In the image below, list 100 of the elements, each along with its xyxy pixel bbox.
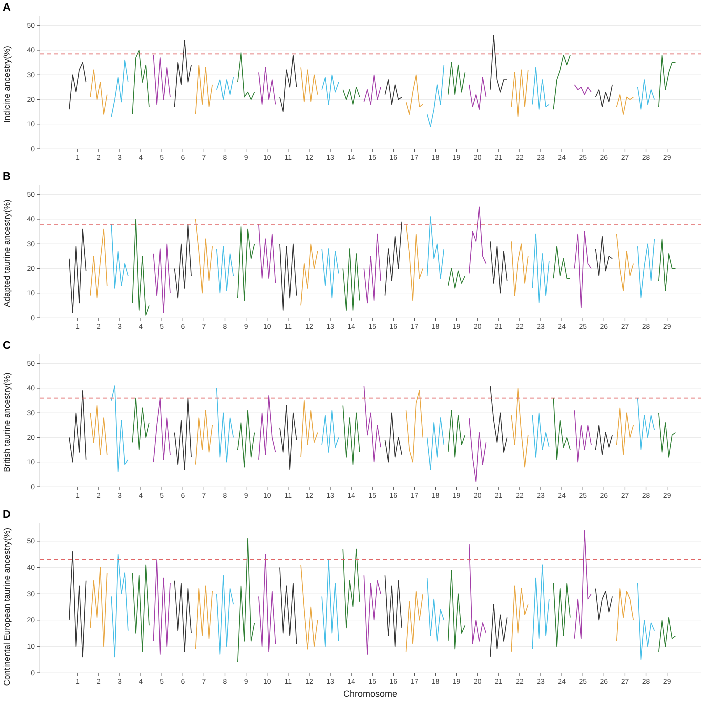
line-series xyxy=(153,398,171,463)
line-series xyxy=(553,583,571,648)
line-series xyxy=(364,575,382,655)
line-series xyxy=(280,55,298,112)
line-series xyxy=(658,412,676,458)
line-series xyxy=(258,224,276,284)
line-series xyxy=(511,586,529,652)
line-series xyxy=(448,410,466,458)
line-series xyxy=(195,410,214,466)
line-series xyxy=(553,55,571,110)
line-series xyxy=(174,580,192,652)
line-series xyxy=(532,564,550,650)
line-series xyxy=(300,67,318,103)
line-series xyxy=(111,554,129,658)
line-series xyxy=(616,234,634,292)
line-series xyxy=(511,388,529,468)
line-series xyxy=(280,405,298,470)
chart-title: B xyxy=(3,171,11,183)
line-series xyxy=(342,405,360,466)
line-series xyxy=(111,224,129,289)
line-series xyxy=(574,410,592,463)
line-series xyxy=(426,578,445,642)
line-series xyxy=(637,80,656,110)
line-series xyxy=(364,386,382,463)
line-series xyxy=(384,80,402,106)
line-series xyxy=(406,390,424,463)
line-series xyxy=(406,74,424,115)
line-series xyxy=(342,87,360,106)
line-series xyxy=(511,70,529,118)
line-series xyxy=(384,575,402,648)
line-series xyxy=(69,390,87,463)
line-series xyxy=(426,418,445,470)
x-axis-title: Chromosome xyxy=(343,689,398,699)
line-series xyxy=(384,222,402,296)
line-series xyxy=(322,410,340,453)
line-series xyxy=(553,246,571,279)
line-series xyxy=(490,241,508,294)
line-series xyxy=(132,50,150,115)
line-series xyxy=(153,559,171,655)
line-series xyxy=(90,405,108,456)
line-series xyxy=(174,224,192,299)
line-series xyxy=(195,586,214,650)
line-series xyxy=(258,395,276,460)
line-series xyxy=(132,564,150,652)
line-series xyxy=(532,234,550,304)
line-series xyxy=(490,35,508,93)
line-series xyxy=(322,74,340,106)
line-series xyxy=(469,544,487,644)
line-series xyxy=(448,62,466,96)
line-series xyxy=(216,246,234,294)
chart-title: A xyxy=(3,2,11,14)
line-series xyxy=(280,567,298,644)
line-series xyxy=(258,67,276,106)
line-series xyxy=(132,219,150,316)
line-series xyxy=(364,234,382,304)
line-series xyxy=(69,228,87,314)
line-series xyxy=(406,224,424,302)
line-series xyxy=(595,236,613,277)
line-series xyxy=(216,388,234,463)
line-series xyxy=(322,559,340,648)
line-series xyxy=(658,238,676,292)
line-series xyxy=(342,248,360,312)
line-series xyxy=(574,231,592,309)
line-series xyxy=(364,74,382,106)
line-series xyxy=(658,617,676,652)
line-series xyxy=(595,588,613,621)
chart-title: C xyxy=(3,340,11,352)
line-series xyxy=(195,64,214,115)
line-series xyxy=(511,241,529,296)
line-series xyxy=(658,55,676,108)
line-series xyxy=(237,410,256,468)
line-series xyxy=(426,216,445,279)
line-series xyxy=(574,84,592,96)
line-series xyxy=(153,244,171,314)
y-axis-title: Continental European taurine ancestry(%) xyxy=(2,528,12,686)
line-series xyxy=(490,386,508,453)
line-series xyxy=(174,40,192,108)
line-series xyxy=(237,52,256,100)
line-series xyxy=(406,591,424,652)
line-series xyxy=(258,554,276,652)
line-series xyxy=(174,398,192,470)
line-series xyxy=(595,425,613,456)
line-series xyxy=(469,77,487,110)
line-series xyxy=(469,206,487,274)
line-series xyxy=(574,530,592,640)
line-series xyxy=(426,64,445,128)
line-series xyxy=(90,70,108,115)
line-series xyxy=(216,77,234,100)
line-series xyxy=(216,575,234,655)
line-series xyxy=(637,398,656,450)
line-series xyxy=(153,55,171,106)
y-axis-title: British taurine ancestry(%) xyxy=(2,372,12,472)
line-series xyxy=(132,398,150,450)
line-series xyxy=(637,583,656,660)
line-series xyxy=(342,548,360,629)
line-series xyxy=(237,538,256,663)
line-series xyxy=(90,567,108,648)
line-series xyxy=(616,588,634,642)
line-series xyxy=(111,386,129,473)
line-series xyxy=(595,84,613,108)
